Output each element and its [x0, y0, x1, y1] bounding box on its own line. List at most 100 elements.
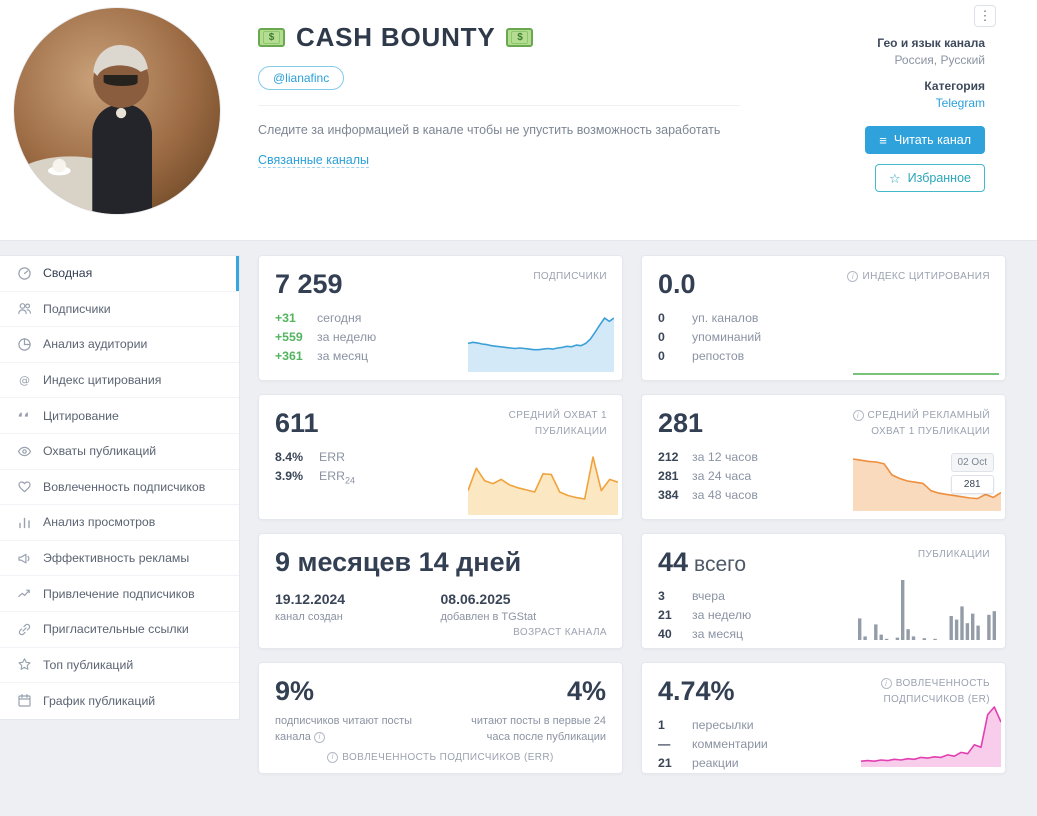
channel-description: Следите за информацией в канале чтобы не… [258, 123, 721, 137]
subscribers-count: 7 259 [275, 269, 343, 299]
stat-row: 8.4% ERR [275, 450, 606, 464]
gauge-icon [17, 266, 32, 281]
stat-row: +31 сегодня [275, 311, 606, 325]
at-sign-icon: @ [17, 373, 32, 388]
sidebar-item-label: Подписчики [43, 301, 111, 316]
info-icon[interactable] [852, 410, 864, 422]
citation-index-card: 0.0 ИНДЕКС ЦИТИРОВАНИЯ 0 уп. каналов 0 упо… [641, 255, 1006, 381]
favorite-label: Избранное [907, 171, 971, 185]
citation-index-value: 0.0 [658, 269, 696, 299]
tooltip-value: 281 [950, 475, 994, 494]
ad-reach-sparkline [852, 455, 1002, 511]
eye-icon [17, 444, 32, 459]
average-reach-card: 611 СРЕДНИЙ ОХВАТ 1 ПУБЛИКАЦИИ 8.4% ERR 3… [258, 394, 623, 520]
stat-text: ERR24 [319, 469, 355, 486]
info-icon[interactable] [313, 731, 325, 743]
sidebar-item-post-reach[interactable]: Охваты публикаций [0, 434, 239, 470]
sidebar-item-label: Индекс цитирования [43, 373, 162, 388]
added-date-block: 08.06.2025 добавлен в TGStat [441, 591, 607, 623]
stat-text: сегодня [317, 311, 362, 326]
stat-text: за 24 часа [692, 469, 752, 484]
trend-up-icon [17, 586, 32, 601]
sidebar-item-ad-effectiveness[interactable]: Эффективность рекламы [0, 541, 239, 577]
err-24h-caption: читают посты в первые 24 часа после публ… [471, 715, 606, 743]
stat-text: уп. каналов [692, 311, 759, 326]
stat-text: за 48 часов [692, 488, 758, 503]
channel-age-card-label: ВОЗРАСТ КАНАЛА [513, 627, 607, 638]
tooltip-date: 02 Oct [950, 453, 994, 472]
sidebar-item-summary[interactable]: Сводная [0, 256, 239, 292]
publications-bar-chart [857, 578, 997, 640]
geo-language-label: Гео и язык канала [877, 36, 985, 50]
avatar-photo-placeholder [14, 8, 220, 214]
sidebar-item-views-analysis[interactable]: Анализ просмотров [0, 505, 239, 541]
ad-reach-value: 281 [658, 408, 704, 438]
average-reach-sparkline [467, 453, 619, 515]
info-icon[interactable] [880, 678, 892, 690]
pie-chart-icon [17, 337, 32, 352]
favorite-button[interactable]: Избранное [874, 164, 985, 192]
ad-reach-card: 281 СРЕДНИЙ РЕКЛАМНЫЙ ОХВАТ 1 ПУБЛИКАЦИИ… [641, 394, 1006, 520]
stat-num: +361 [275, 349, 303, 364]
err-24h-value: 4% [566, 676, 606, 706]
read-channel-button[interactable]: Читать канал [865, 126, 985, 154]
sidebar-item-citations[interactable]: Цитирование [0, 398, 239, 434]
star-icon [17, 657, 32, 672]
info-icon[interactable] [327, 751, 339, 763]
subscribers-card-label: ПОДПИСЧИКИ [533, 271, 607, 282]
created-date-block: 19.12.2024 канал создан [275, 591, 441, 623]
sidebar-item-subscriber-engagement[interactable]: Вовлеченность подписчиков [0, 470, 239, 506]
stat-num: 3.9% [275, 469, 304, 484]
stat-num: — [658, 737, 671, 752]
er-sparkline [860, 703, 1002, 767]
info-icon[interactable] [847, 271, 859, 283]
sidebar-item-label: Топ публикаций [43, 657, 134, 672]
publications-count: 44 всего [658, 547, 747, 577]
megaphone-icon [17, 551, 32, 566]
sidebar-item-label: Привлечение подписчиков [43, 586, 195, 601]
stat-num: 281 [658, 469, 679, 484]
subscribers-sparkline [467, 314, 615, 372]
stat-row: 281 за 24 часа [658, 469, 989, 483]
er-value: 4.74% [658, 676, 735, 706]
stat-row: 212 за 12 часов [658, 450, 989, 464]
sidebar-item-invite-links[interactable]: Пригласительные ссылки [0, 612, 239, 648]
created-date: 19.12.2024 [275, 591, 346, 608]
chart-tooltip: 02 Oct 281 [950, 453, 994, 494]
kebab-menu-button[interactable] [974, 5, 996, 27]
publications-card: 44 всего ПУБЛИКАЦИИ 3 вчера 21 за неделю 40… [641, 533, 1006, 649]
channel-username-link[interactable]: @lianafinc [258, 66, 345, 90]
stat-row: 0 уп. каналов [658, 311, 989, 325]
stat-row: 0 репостов [658, 349, 989, 363]
ad-reach-card-label: СРЕДНИЙ РЕКЛАМНЫЙ ОХВАТ 1 ПУБЛИКАЦИИ [840, 408, 990, 440]
bar-chart-icon [17, 515, 32, 530]
channel-age-value: 9 месяцев 14 дней [275, 547, 522, 577]
stat-text: реакции [692, 756, 739, 771]
stat-text: комментарии [692, 737, 768, 752]
err-card: 9% подписчиков читают посты канала 4% чи… [258, 662, 623, 774]
sidebar-item-label: Вовлеченность подписчиков [43, 479, 206, 494]
related-channels-link[interactable]: Связанные каналы [258, 152, 370, 168]
svg-text:@: @ [19, 374, 30, 387]
sidebar-item-posts-schedule[interactable]: График публикаций [0, 683, 239, 719]
channel-info: CASH BOUNTY @lianafinc Следите за информ… [258, 22, 740, 169]
sidebar-item-citation-index[interactable]: @ Индекс цитирования [0, 363, 239, 399]
channel-header: CASH BOUNTY @lianafinc Следите за информ… [0, 0, 1037, 241]
created-caption: канал создан [275, 611, 343, 624]
stat-text: за 12 часов [692, 450, 758, 465]
stat-num: 40 [658, 627, 672, 642]
banknote-icon [506, 28, 534, 47]
category-value-link[interactable]: Telegram [935, 96, 985, 110]
sidebar-item-audience-analysis[interactable]: Анализ аудитории [0, 327, 239, 363]
sidebar-item-label: График публикаций [43, 693, 156, 708]
sidebar-item-top-posts[interactable]: Топ публикаций [0, 648, 239, 684]
err-subscribers-value: 9% [275, 676, 315, 706]
average-reach-value: 611 [275, 408, 319, 438]
sidebar-item-subscribers[interactable]: Подписчики [0, 292, 239, 328]
stat-row: 1 пересылки [658, 718, 989, 732]
sidebar-item-subscriber-acquisition[interactable]: Привлечение подписчиков [0, 576, 239, 612]
channel-age-card: 9 месяцев 14 дней 19.12.2024 канал созда… [258, 533, 623, 649]
age-dates: 19.12.2024 канал создан 08.06.2025 добав… [275, 591, 606, 623]
users-icon [17, 301, 32, 316]
